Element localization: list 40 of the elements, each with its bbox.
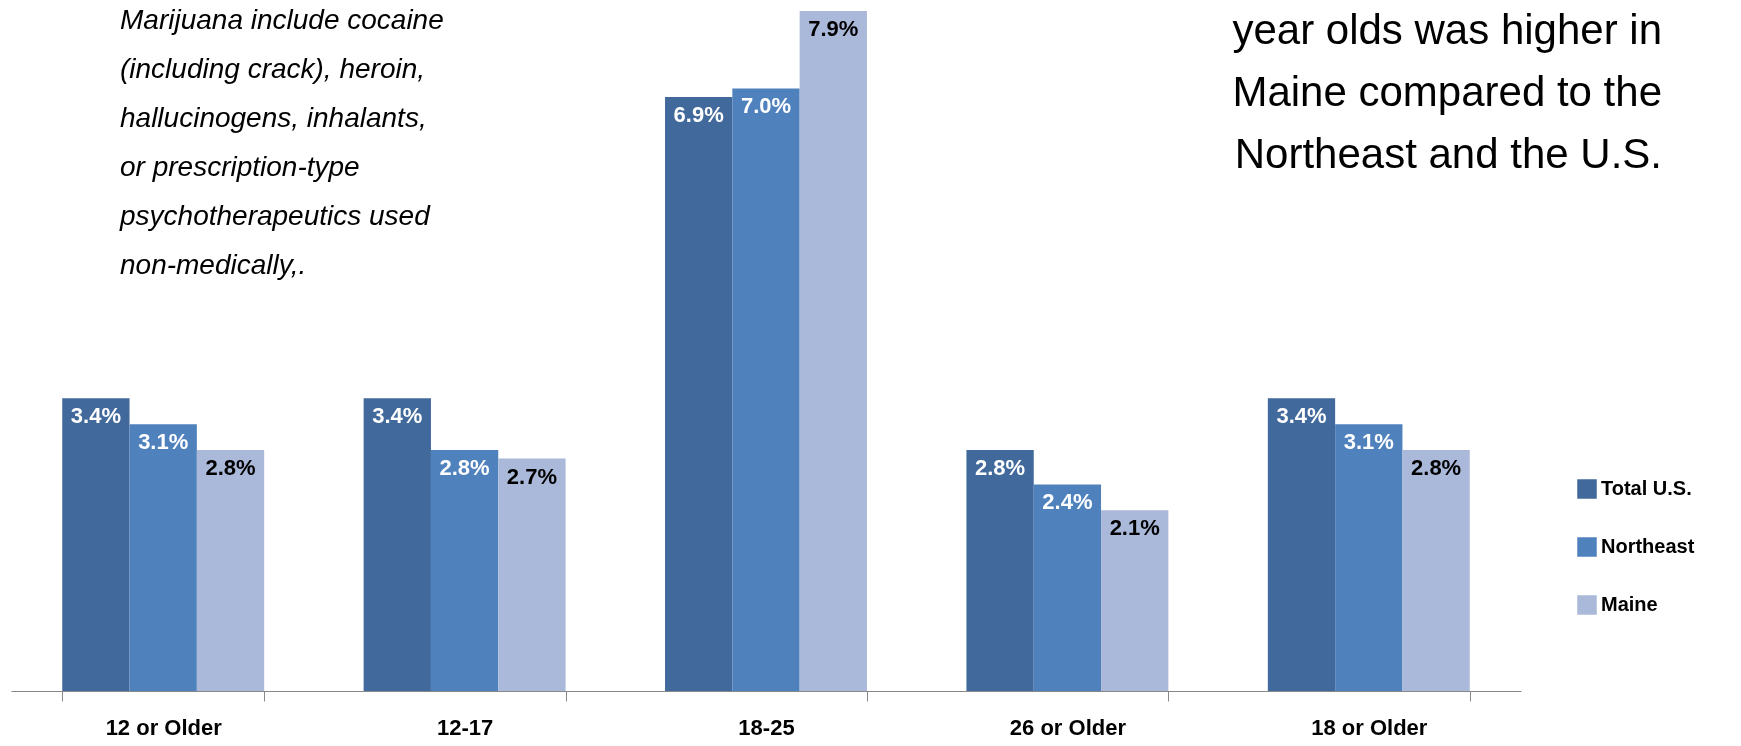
annotation: year olds was higher in Maine compared to the Northeast and the U.S. xyxy=(1232,6,1662,177)
bar xyxy=(363,398,431,691)
bar xyxy=(1033,484,1102,691)
bar xyxy=(966,449,1034,691)
bar xyxy=(1335,424,1403,691)
data-label: 3.4% xyxy=(70,403,121,429)
data-label: 6.9% xyxy=(673,102,724,128)
legend-label: Total U.S. xyxy=(1601,477,1692,499)
bar xyxy=(62,398,130,691)
bar xyxy=(430,449,499,691)
legend-label: Maine xyxy=(1601,593,1658,615)
data-label: 7.9% xyxy=(808,16,859,41)
bar xyxy=(1267,398,1336,691)
x-tick-label: 12-17 xyxy=(436,714,494,740)
bar xyxy=(498,458,566,691)
data-label: 2.8% xyxy=(1411,454,1462,480)
data-label: 3.4% xyxy=(372,403,423,429)
bar xyxy=(665,97,733,691)
bar xyxy=(732,88,800,691)
annotation: Marijuana include cocaine (including crack), heroin, hallucinogens, inhalants, or prescription-type psychotherapeutics used non-medically,. xyxy=(119,4,444,280)
x-tick-label: 12 or Older xyxy=(105,714,223,740)
bar xyxy=(1402,449,1470,691)
bar xyxy=(799,11,867,691)
data-label: 2.4% xyxy=(1042,489,1093,515)
data-label: 3.4% xyxy=(1276,403,1327,429)
data-label: 2.8% xyxy=(439,454,490,480)
bar xyxy=(1101,510,1169,691)
data-label: 3.1% xyxy=(138,429,189,455)
x-tick-label: 18 or Older xyxy=(1311,714,1428,740)
bar xyxy=(196,449,265,691)
data-label: 2.8% xyxy=(205,454,256,480)
bar xyxy=(129,424,197,691)
data-label: 3.1% xyxy=(1343,429,1394,455)
legend-label: Northeast xyxy=(1601,535,1695,557)
data-label: 2.7% xyxy=(506,463,557,489)
x-tick-label: 26 or Older xyxy=(1009,714,1127,740)
data-label: 2.1% xyxy=(1109,515,1160,541)
x-tick-label: 18-25 xyxy=(738,714,795,740)
data-label: 2.8% xyxy=(975,454,1026,480)
data-label: 7.0% xyxy=(740,93,792,119)
